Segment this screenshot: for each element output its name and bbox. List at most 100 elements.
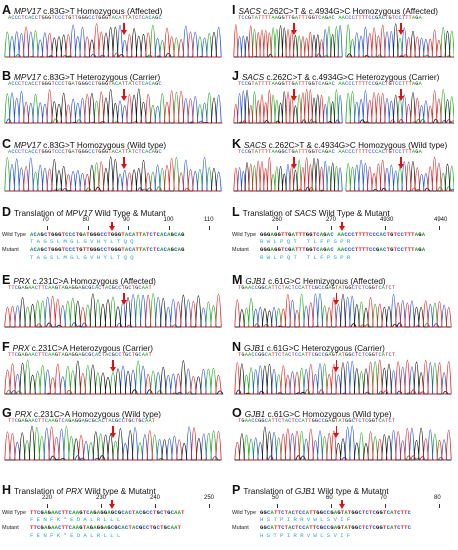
panel-letter: D xyxy=(2,205,12,219)
mutant-row: Mutant ACAGCTGGGTCCCTGTTGGGCCTGGGTACATTAT… xyxy=(2,246,185,253)
chromatogram-panel: E PRX c.231C>A Homozygous (Affected) TTCGA… xyxy=(2,273,224,335)
wild-type-amino-acids: RWLPQT TLFPSPR xyxy=(260,238,354,245)
mutant-amino-acids: HSTPIRRVWLSVIF xyxy=(260,532,354,539)
gene-name: GJB1 xyxy=(244,344,265,353)
wild-type-sequence: GGCATTCTACTCCATTGGCCGAGTATGGCTCTCGGTCATC… xyxy=(260,509,412,516)
chromatogram-panel: I SACS c.262C>T & c.4934G>C Homozygous (A… xyxy=(232,3,454,65)
gene-name: SACS xyxy=(244,141,267,150)
chromatogram-trace xyxy=(234,425,452,461)
chromatogram-trace xyxy=(4,359,224,395)
position-tick xyxy=(128,226,129,230)
panel-letter: C xyxy=(2,137,12,151)
panel-title: A MPV17 c.83G>T Homozygous (Affected) xyxy=(2,3,163,17)
base-calls: TCCGTATTTTAAGGCTGATTTGGTCAGAC AACCCTTTTC… xyxy=(238,149,422,155)
wild-type-row: Wild Type GGGAGGTTGATTTGGTCAGAC AACCCTTTT… xyxy=(232,231,425,238)
position-tick xyxy=(331,504,332,508)
gene-name: GJB1 xyxy=(294,487,316,496)
wild-type-amino-acids: TAGSLMGLGVHYLTQQ xyxy=(30,238,137,245)
position-tick xyxy=(101,504,102,508)
mutant-sequence: GGCATTCTACTCCATTCGCCGAGTATGGCTCTCGGTCATC… xyxy=(260,524,412,531)
position-tick xyxy=(47,504,48,508)
position-tick-label: 50 xyxy=(272,495,279,501)
translation-panel: H Translation of PRX Wild type & Mutatnt 2… xyxy=(2,483,224,545)
chromatogram-trace xyxy=(4,293,222,328)
trace-A xyxy=(234,159,342,192)
position-tick-label: 80 xyxy=(82,217,90,223)
panel-letter: H xyxy=(2,483,12,497)
chromatogram-trace xyxy=(4,156,222,192)
panel-letter: N xyxy=(232,340,242,354)
trace-A xyxy=(4,91,223,124)
trace-T xyxy=(5,157,221,192)
wild-type-sequence: GGGAGGTTGATTTGGTCAGAC AACCCTTTTCCCACTGTC… xyxy=(260,231,426,238)
position-tick-label: 60 xyxy=(326,495,333,501)
wild-type-row: Wild Type ACAGCTGGGTCCCTGATGGGCCTGGGTACAT… xyxy=(2,231,185,238)
base-calls: TTCGAGAACTTCAAGTAGAGGAGCGCACTACGCCTGCTGC… xyxy=(8,352,152,358)
panel-title: K SACS c.262C>T & c.4934G>C Homozygous (W… xyxy=(232,137,448,151)
position-tick xyxy=(331,226,332,230)
base-calls: ACCCTCACCTGGGTCCCTGTTGGGCCTGGGTACATTATCT… xyxy=(8,15,162,21)
panel-letter: O xyxy=(232,406,242,420)
gene-name: PRX xyxy=(65,487,83,496)
trace-C xyxy=(346,90,454,124)
position-tick xyxy=(439,226,440,230)
panel-letter: G xyxy=(2,406,12,420)
panel-title: J SACS c.262C>T & c.4934G>C Heterozygous … xyxy=(232,69,440,83)
chromatogram-trace xyxy=(4,425,222,461)
panel-title: N GJB1 c.61G>C Heterozygous (Carrier) xyxy=(232,340,385,354)
panel-title: E PRX c.231C>A Homozygous (Affected) xyxy=(2,273,156,287)
base-calls: TTCGAGAACTTCAAGTCAGAGGAGCGCACTACGCCTGCTG… xyxy=(8,418,156,424)
chromatogram-panel: K SACS c.262C>T & c.4934G>C Homozygous (W… xyxy=(232,137,454,199)
panel-title: F PRX c.231C>A Heterozygous (Carrier) xyxy=(2,340,154,354)
gene-name: MPV17 xyxy=(14,7,41,16)
base-calls: TTCGAGAACTTCAAGTAGAGGAGCGCACTACGCCTGCTGC… xyxy=(8,285,152,291)
chromatogram-trace xyxy=(4,88,223,124)
panel-title: D Translation of MPV17 Wild Type & Mutant xyxy=(2,205,166,219)
chromatogram-trace xyxy=(233,23,454,58)
translation-panel: D Translation of MPV17 Wild Type & Mutant… xyxy=(2,205,224,267)
trace-C xyxy=(5,91,222,124)
mutant-label: Mutant xyxy=(232,247,249,253)
wild-type-label: Wild Type xyxy=(232,510,257,516)
base-calls: ACCCTCACCTGGGTCCCTGATGGGCCTGGGTACATTATCT… xyxy=(8,149,162,155)
base-calls: TGAACCGGCATTCTACTCCATTCGCCGAGTATGGCTCTCG… xyxy=(238,352,396,358)
chromatogram-panel: F PRX c.231C>A Heterozygous (Carrier) TTCG… xyxy=(2,340,224,402)
gene-name: MPV17 xyxy=(14,73,41,82)
panel-letter: F xyxy=(2,340,10,354)
mutant-row: Mutant GGGAGGTCGATTTGGTCAGAC AACCCTTTTCCG… xyxy=(232,246,425,253)
panel-letter: P xyxy=(232,483,241,497)
position-tick-label: 260 xyxy=(272,217,283,223)
mutant-row: Mutant TTCGAGAACTTCAAGTAGAGGAGCGCACTACGCC… xyxy=(2,524,181,531)
trace-C xyxy=(5,294,221,328)
trace-G xyxy=(235,426,451,461)
chromatogram-trace xyxy=(233,156,454,192)
base-calls: ACCCTCACCTGGGTCCCTGATGGGCCTGGGTACATTATCT… xyxy=(8,81,162,87)
position-tick xyxy=(385,504,386,508)
mutant-amino-acids: FENFK*EDALRLLL xyxy=(30,532,124,539)
position-tick-label: 240 xyxy=(150,495,161,501)
position-tick-label: 230 xyxy=(96,495,107,501)
mutant-row: Mutant GGCATTCTACTCCATTCGCCGAGTATGGCTCTCG… xyxy=(232,524,411,531)
mutant-label: Mutant xyxy=(232,525,249,531)
panel-title: L Translation of SACS Wild Type & Mutant xyxy=(232,205,390,219)
wild-type-label: Wild Type xyxy=(2,510,27,516)
wild-type-amino-acids: FENFK*EDALRLLL xyxy=(30,516,124,523)
trace-T xyxy=(233,24,342,58)
position-tick xyxy=(277,504,278,508)
base-calls: TCCGTATTTTAAGGTTGATTTGGTCAGAC AACCCTTTTC… xyxy=(238,15,422,21)
trace-T xyxy=(346,90,454,124)
chromatogram-trace xyxy=(233,88,454,124)
trace-T xyxy=(346,156,454,192)
gene-name: GJB1 xyxy=(245,277,266,286)
panel-letter: I xyxy=(232,3,236,17)
translation-panel: P Translation of GJB1 Wild type & Mutatnt… xyxy=(232,483,454,545)
panel-letter: M xyxy=(232,273,243,287)
position-tick-label: 70 xyxy=(380,495,387,501)
mutant-sequence: GGGAGGTCGATTTGGTCAGAC AACCCTTTTCCGACTGTC… xyxy=(260,246,426,253)
wild-type-sequence: TTCGAGAACTTCAAGTCAGAGGAGCGCACTACGCCTGCTG… xyxy=(30,509,185,516)
trace-C xyxy=(235,425,451,461)
trace-T xyxy=(4,426,222,461)
chromatogram-panel: J SACS c.262C>T & c.4934G>C Heterozygous … xyxy=(232,69,454,131)
panel-letter: B xyxy=(2,69,12,83)
gene-name: MPV17 xyxy=(14,141,41,150)
